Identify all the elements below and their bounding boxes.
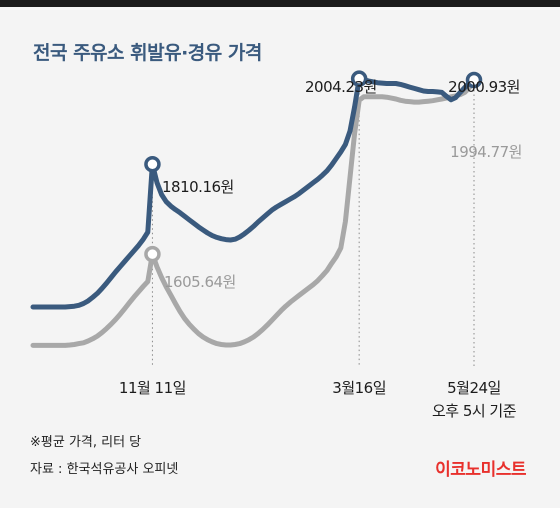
- gasoline-series-line: [30, 76, 477, 310]
- unit-note: ※평균 가격, 리터 당: [30, 435, 142, 450]
- gasoline-value-label: 2000.93원: [448, 78, 520, 96]
- diesel-value-label: 1605.64원: [164, 273, 236, 291]
- diesel-marker: [144, 245, 161, 263]
- economist-logo: 이코노미스트: [435, 460, 526, 480]
- gasoline-marker: [144, 155, 161, 173]
- diesel-value-label: 1994.77원: [450, 143, 522, 161]
- gasoline-value-label: 2004.23원: [305, 78, 377, 96]
- x-tick-sublabel: 오후 5시 기준: [432, 402, 517, 420]
- source-note: 자료 : 한국석유공사 오피넷: [30, 462, 179, 477]
- chart-title: 전국 주유소 휘발유·경유 가격: [33, 42, 262, 64]
- diesel-series-line: [30, 80, 477, 348]
- x-tick-label: 11월 11일: [119, 379, 186, 397]
- gasoline-marker: [465, 71, 483, 89]
- x-tick-label: 5월24일: [447, 379, 501, 397]
- x-tick-label: 3월16일: [332, 379, 386, 397]
- top-accent-bar: [0, 0, 560, 7]
- gasoline-marker: [350, 70, 368, 87]
- gasoline-value-label: 1810.16원: [162, 178, 234, 196]
